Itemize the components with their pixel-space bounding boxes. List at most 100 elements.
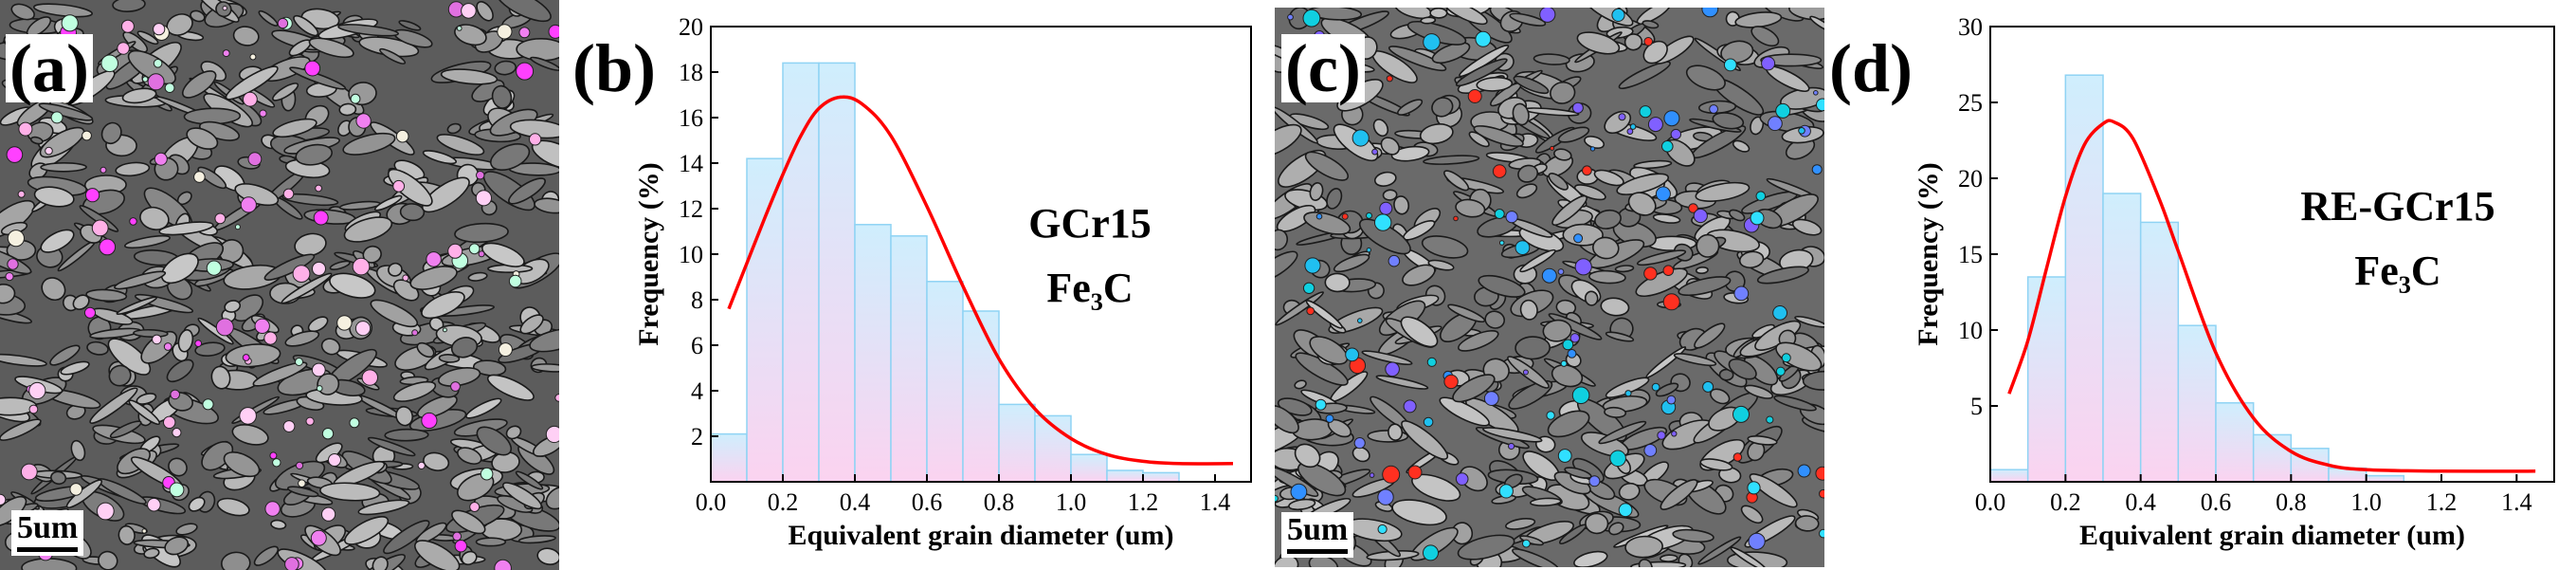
y-tick-label: 12 <box>679 195 703 223</box>
grain <box>175 523 198 536</box>
carbide-particle <box>1662 293 1680 311</box>
y-tick-label: 10 <box>1958 317 1983 344</box>
histogram-bar <box>890 235 928 483</box>
carbide-particle <box>1369 472 1375 478</box>
carbide-particle <box>1624 390 1632 397</box>
carbide-particle <box>1443 374 1459 390</box>
grain <box>342 132 396 156</box>
carbide-particle <box>254 318 270 334</box>
grain <box>319 482 381 502</box>
grain <box>1388 423 1404 441</box>
x-tick-label: 1.4 <box>1200 488 1231 516</box>
carbide-particle <box>355 113 372 129</box>
grain <box>1275 250 1298 283</box>
grain <box>1635 267 1688 298</box>
grain <box>531 363 559 373</box>
grain <box>1652 213 1681 224</box>
histogram-bar <box>998 403 1036 483</box>
carbide-particle <box>497 24 513 40</box>
grain <box>1373 171 1397 187</box>
y-tick-label: 20 <box>679 13 703 41</box>
grain <box>320 338 341 356</box>
y-tick-label: 20 <box>1958 165 1983 193</box>
carbide-particle <box>18 121 33 137</box>
grain <box>1530 497 1562 506</box>
carbide-particle <box>1709 104 1719 114</box>
carbide-particle <box>147 497 161 512</box>
x-tick-label: 1.0 <box>2350 488 2382 516</box>
carbide-particle <box>447 243 463 259</box>
carbide-particle <box>310 529 327 546</box>
grain <box>1439 396 1490 427</box>
x-tick-label: 0.8 <box>2276 488 2307 516</box>
carbide-particle <box>350 93 361 104</box>
carbide-particle <box>426 251 442 267</box>
grain <box>1390 145 1430 162</box>
grain <box>1276 204 1316 232</box>
carbide-particle <box>215 318 234 337</box>
grain <box>112 0 146 12</box>
grain <box>177 329 194 353</box>
carbide-particle <box>1775 102 1791 119</box>
grain <box>1443 170 1470 192</box>
fit-curve <box>2007 119 2536 473</box>
grain <box>160 252 199 285</box>
grain <box>1696 233 1720 258</box>
carbide-particle <box>247 152 263 167</box>
grain <box>164 536 190 556</box>
grain <box>1333 253 1370 273</box>
grain <box>1372 119 1389 138</box>
grain <box>395 406 414 427</box>
grain <box>253 545 280 566</box>
carbide-particle <box>1374 213 1392 231</box>
micrograph-c-image <box>1275 8 1824 567</box>
grain <box>1678 276 1732 297</box>
carbide-particle <box>295 461 304 469</box>
carbide-particle <box>277 17 289 29</box>
grain <box>465 397 502 419</box>
carbide-particle <box>1562 339 1574 351</box>
carbide-particle <box>548 24 559 39</box>
grain <box>1728 358 1757 380</box>
grain <box>86 340 109 356</box>
grain <box>337 24 399 37</box>
carbide-particle <box>498 342 513 358</box>
grain <box>286 486 319 498</box>
grain <box>416 395 458 419</box>
grain <box>343 216 393 243</box>
grain <box>166 359 194 383</box>
grain <box>1749 473 1798 508</box>
carbide-particle <box>1455 472 1469 486</box>
carbide-particle <box>96 502 115 521</box>
grain <box>221 551 251 570</box>
grain <box>1393 195 1410 215</box>
carbide-particle <box>1571 386 1590 405</box>
grain <box>1396 99 1424 116</box>
grain <box>476 1 494 22</box>
grain <box>1542 319 1572 342</box>
carbide-particle <box>169 482 185 498</box>
grain <box>1519 535 1545 546</box>
grain <box>1513 75 1550 95</box>
grain <box>1533 53 1570 65</box>
carbide-particle <box>1693 208 1708 224</box>
grain <box>270 519 287 530</box>
carbide-particle <box>1819 528 1824 539</box>
grain <box>457 472 495 502</box>
x-tick-label: 0.2 <box>768 488 799 516</box>
grain <box>414 540 461 570</box>
grain <box>139 206 170 230</box>
grain <box>1423 155 1480 165</box>
grain <box>72 294 90 310</box>
carbide-particle-layer <box>1275 8 1824 561</box>
carbide-particle <box>239 407 257 425</box>
carbide-particle <box>469 502 481 512</box>
carbide-particle <box>141 528 147 534</box>
grain <box>1594 209 1622 230</box>
grain <box>0 353 47 367</box>
grain <box>1712 112 1745 130</box>
carbide-particle <box>20 463 38 481</box>
carbide-particle <box>194 340 203 348</box>
grain <box>530 56 559 71</box>
carbide-particle <box>1647 117 1663 133</box>
